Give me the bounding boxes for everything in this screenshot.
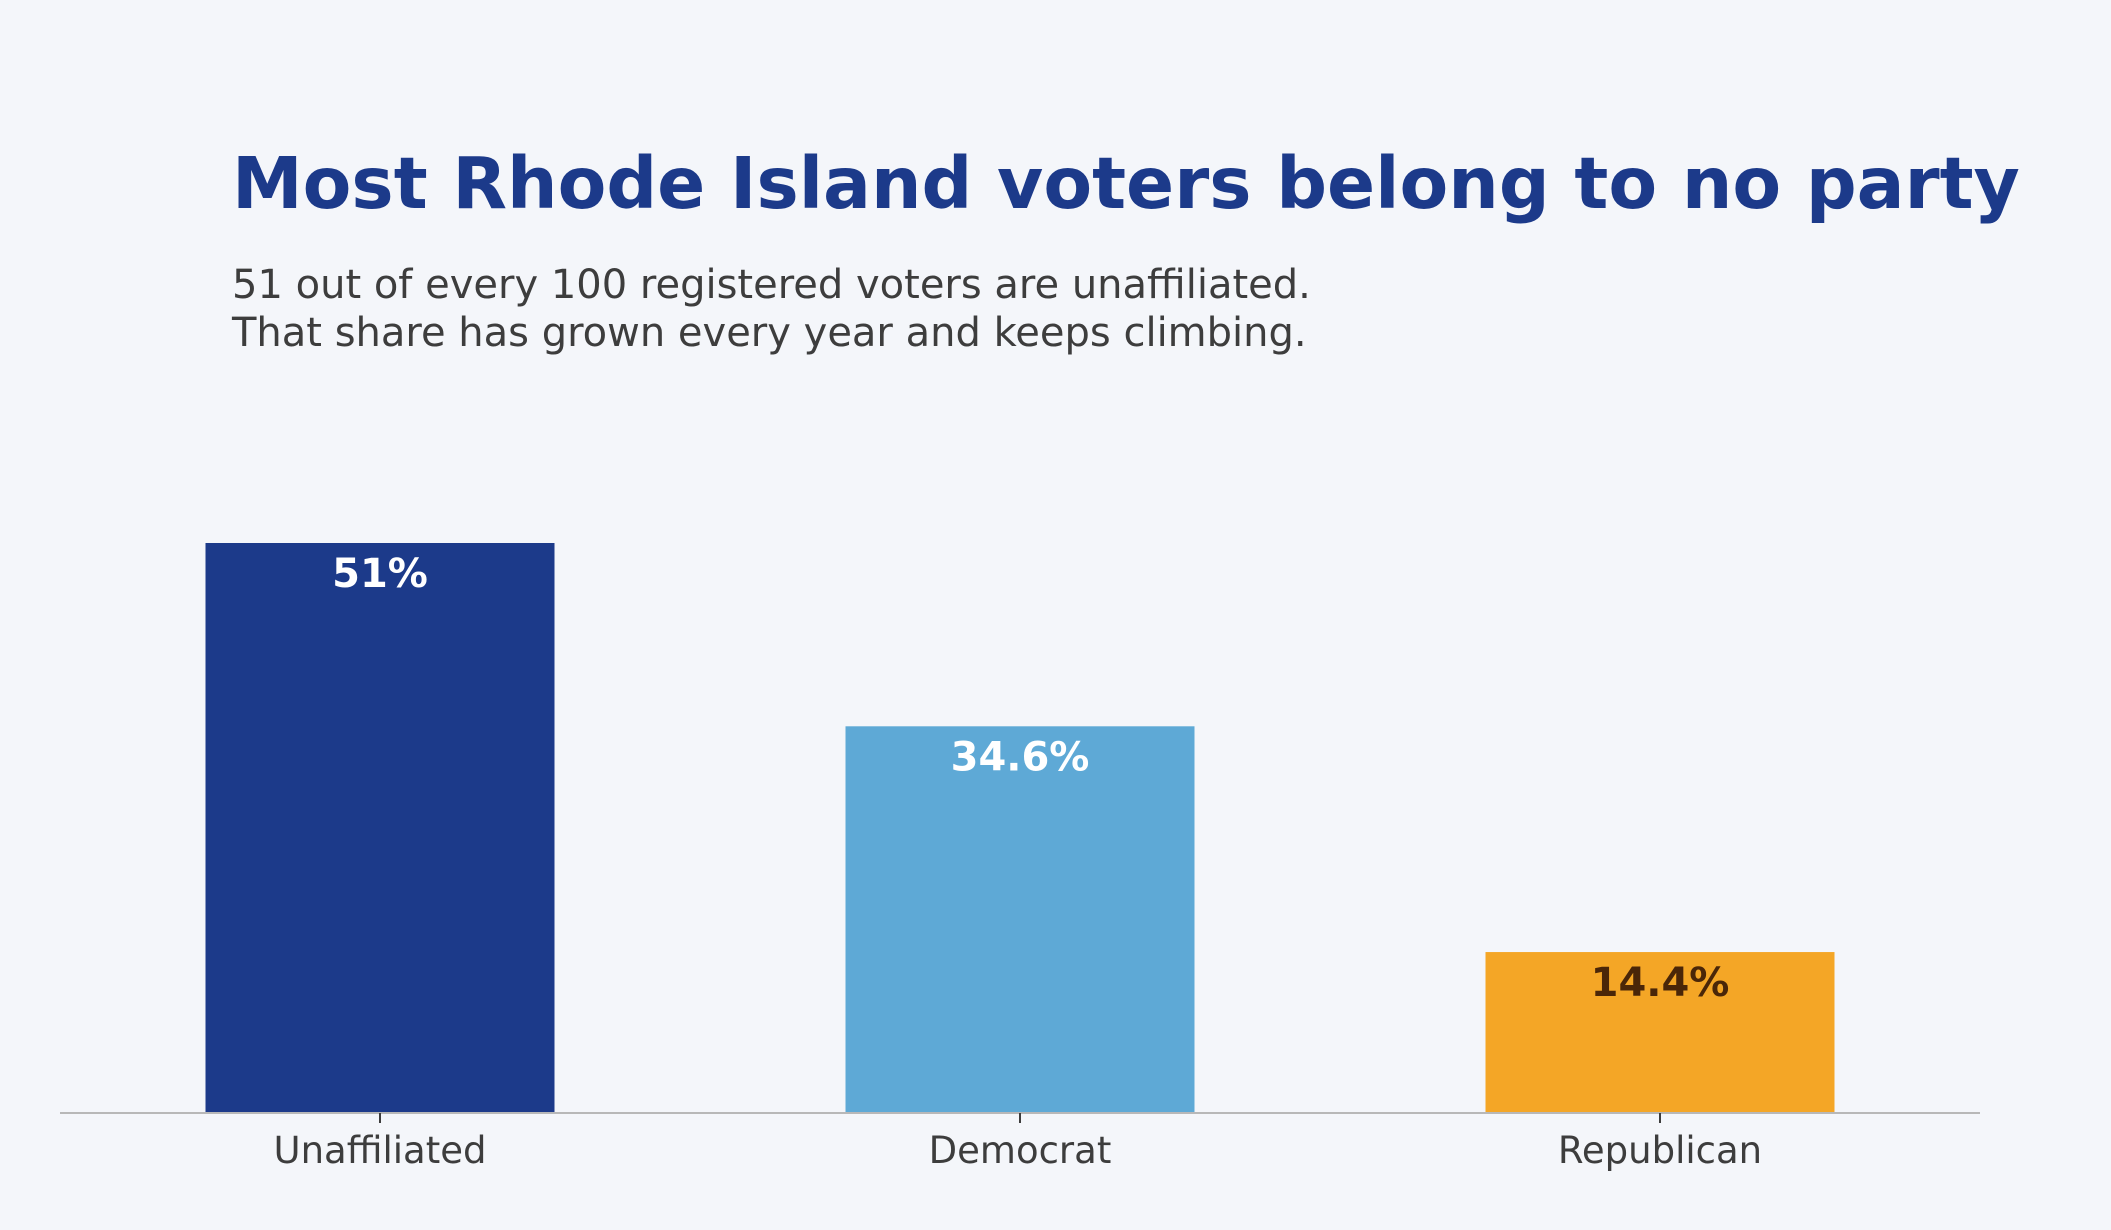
data-label-democrat: 34.6% xyxy=(951,734,1090,780)
bar-democrat xyxy=(845,726,1195,1113)
x-axis-ticks: Unaffiliated Democrat Republican xyxy=(274,1113,1762,1172)
tick-label-republican: Republican xyxy=(1558,1129,1762,1172)
tick-label-democrat: Democrat xyxy=(929,1129,1112,1172)
data-label-republican: 14.4% xyxy=(1591,960,1730,1006)
data-label-unaffiliated: 51% xyxy=(332,551,428,597)
chart-subtitle-line-1: 51 out of every 100 registered voters ar… xyxy=(232,262,1311,308)
data-labels-group: 51% 34.6% 14.4% xyxy=(332,551,1729,1006)
bar-republican xyxy=(1485,952,1835,1113)
chart-title: Most Rhode Island voters belong to no pa… xyxy=(232,142,2020,225)
bars-group xyxy=(205,543,1835,1113)
chart-subtitle-line-2: That share has grown every year and keep… xyxy=(232,310,1307,356)
bar-unaffiliated xyxy=(205,543,555,1113)
tick-label-unaffiliated: Unaffiliated xyxy=(274,1129,487,1172)
